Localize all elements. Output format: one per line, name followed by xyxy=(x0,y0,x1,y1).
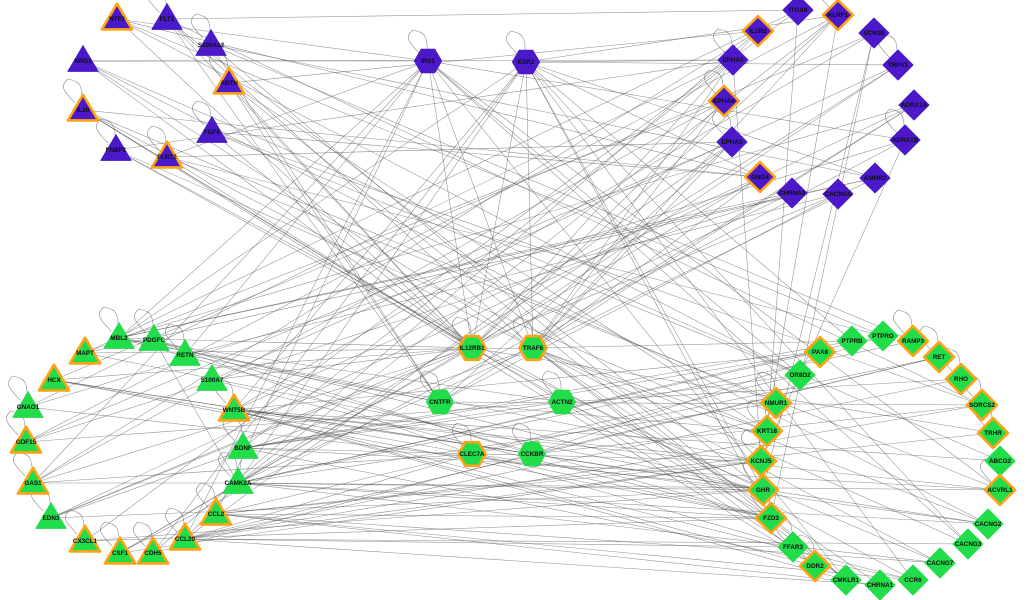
svg-text:NMUR1: NMUR1 xyxy=(765,400,788,407)
svg-text:S100A12: S100A12 xyxy=(198,42,225,49)
svg-text:ADRA1B: ADRA1B xyxy=(892,137,919,144)
svg-text:OR8D2: OR8D2 xyxy=(790,372,811,379)
svg-text:EPHA5: EPHA5 xyxy=(723,57,744,64)
svg-text:EDN3: EDN3 xyxy=(43,515,60,522)
svg-text:RHO: RHO xyxy=(954,376,968,383)
svg-text:CACNG5: CACNG5 xyxy=(825,191,852,198)
svg-text:CCL2: CCL2 xyxy=(208,511,225,518)
svg-text:CAMK2A: CAMK2A xyxy=(225,480,252,487)
svg-text:FGF6: FGF6 xyxy=(204,129,221,136)
svg-text:EPHA4: EPHA4 xyxy=(714,98,735,105)
svg-text:BDNF: BDNF xyxy=(234,445,252,452)
svg-text:ARTN: ARTN xyxy=(220,80,238,87)
svg-text:SORCS2: SORCS2 xyxy=(969,402,995,409)
svg-text:PTPRO: PTPRO xyxy=(872,333,894,340)
svg-text:RET: RET xyxy=(933,354,946,361)
svg-text:IL20: IL20 xyxy=(77,107,90,114)
svg-text:FZD3: FZD3 xyxy=(763,515,779,522)
svg-text:KLRF1: KLRF1 xyxy=(828,12,849,19)
svg-text:ADRA1A: ADRA1A xyxy=(901,102,928,109)
svg-text:IRS1: IRS1 xyxy=(421,58,435,65)
svg-text:KCNJ5: KCNJ5 xyxy=(751,458,772,465)
svg-text:FFAR3: FFAR3 xyxy=(783,544,803,551)
svg-text:CDH5: CDH5 xyxy=(144,550,162,557)
svg-text:CNTFR: CNTFR xyxy=(429,399,451,406)
svg-text:SCN3B: SCN3B xyxy=(863,30,885,37)
svg-text:NRG1: NRG1 xyxy=(74,58,92,65)
svg-text:CACNG3: CACNG3 xyxy=(955,541,982,548)
svg-text:RETN: RETN xyxy=(176,352,194,359)
svg-text:PDGFC: PDGFC xyxy=(143,337,165,344)
svg-text:CHRNA3: CHRNA3 xyxy=(779,190,806,197)
svg-text:CCKBR: CCKBR xyxy=(521,451,544,458)
svg-text:TRHR: TRHR xyxy=(984,430,1002,437)
svg-text:CACNG7: CACNG7 xyxy=(927,560,954,567)
svg-text:FNBP1: FNBP1 xyxy=(106,147,127,154)
svg-text:CX3CL1: CX3CL1 xyxy=(73,538,98,545)
svg-text:CCR6: CCR6 xyxy=(904,577,922,584)
svg-text:PAX8: PAX8 xyxy=(812,349,828,356)
svg-text:AMHR2: AMHR2 xyxy=(864,175,887,182)
svg-text:MBL2: MBL2 xyxy=(110,335,128,342)
svg-text:ACVRL1: ACVRL1 xyxy=(987,487,1013,494)
svg-text:CLEC7A: CLEC7A xyxy=(459,451,485,458)
svg-text:GDF15: GDF15 xyxy=(16,439,37,446)
svg-text:HCX: HCX xyxy=(47,377,61,384)
svg-text:IL1R2: IL1R2 xyxy=(749,28,767,35)
svg-text:CHRNA1: CHRNA1 xyxy=(867,582,894,589)
svg-text:FLT1: FLT1 xyxy=(160,16,175,23)
svg-text:CCL20: CCL20 xyxy=(175,536,195,543)
svg-text:GNG4: GNG4 xyxy=(751,174,769,181)
svg-text:ACTN2: ACTN2 xyxy=(552,399,573,406)
svg-text:ESR2: ESR2 xyxy=(518,59,535,66)
svg-text:MAPT: MAPT xyxy=(76,350,94,357)
svg-text:WNT5B: WNT5B xyxy=(223,407,246,414)
svg-text:TRAF6: TRAF6 xyxy=(523,345,544,352)
svg-text:DDR2: DDR2 xyxy=(806,563,824,570)
svg-text:GHR: GHR xyxy=(756,487,770,494)
svg-text:CACNG2: CACNG2 xyxy=(975,521,1002,528)
svg-text:GNAO1: GNAO1 xyxy=(17,404,40,411)
svg-text:IL12RB1: IL12RB1 xyxy=(459,345,485,352)
svg-text:KRT18: KRT18 xyxy=(757,428,777,435)
svg-text:NTF3: NTF3 xyxy=(109,16,125,23)
svg-text:RAMP3: RAMP3 xyxy=(902,338,925,345)
svg-text:GAS1: GAS1 xyxy=(24,480,42,487)
svg-text:CMKLR1: CMKLR1 xyxy=(833,577,860,584)
svg-text:ABCG2: ABCG2 xyxy=(989,458,1012,465)
svg-text:CSF1: CSF1 xyxy=(112,550,129,557)
svg-text:ITGA8: ITGA8 xyxy=(789,7,808,14)
svg-text:TRPV1: TRPV1 xyxy=(888,62,909,69)
svg-text:S100A7: S100A7 xyxy=(201,377,224,384)
svg-text:EPHA3: EPHA3 xyxy=(722,139,743,146)
svg-text:PTPRB: PTPRB xyxy=(841,338,863,345)
svg-text:FLRT2: FLRT2 xyxy=(157,154,177,161)
